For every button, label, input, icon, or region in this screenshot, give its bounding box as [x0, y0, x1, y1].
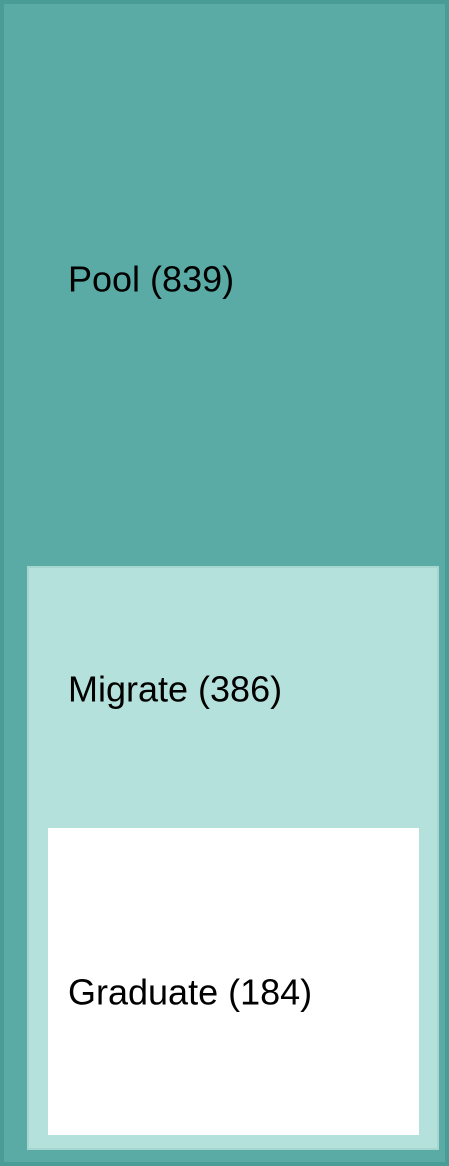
graduate-label: Graduate (184): [68, 972, 312, 1013]
migrate-label: Migrate (386): [68, 669, 282, 710]
pool-label: Pool (839): [68, 259, 234, 300]
graduate-box: [48, 828, 419, 1135]
